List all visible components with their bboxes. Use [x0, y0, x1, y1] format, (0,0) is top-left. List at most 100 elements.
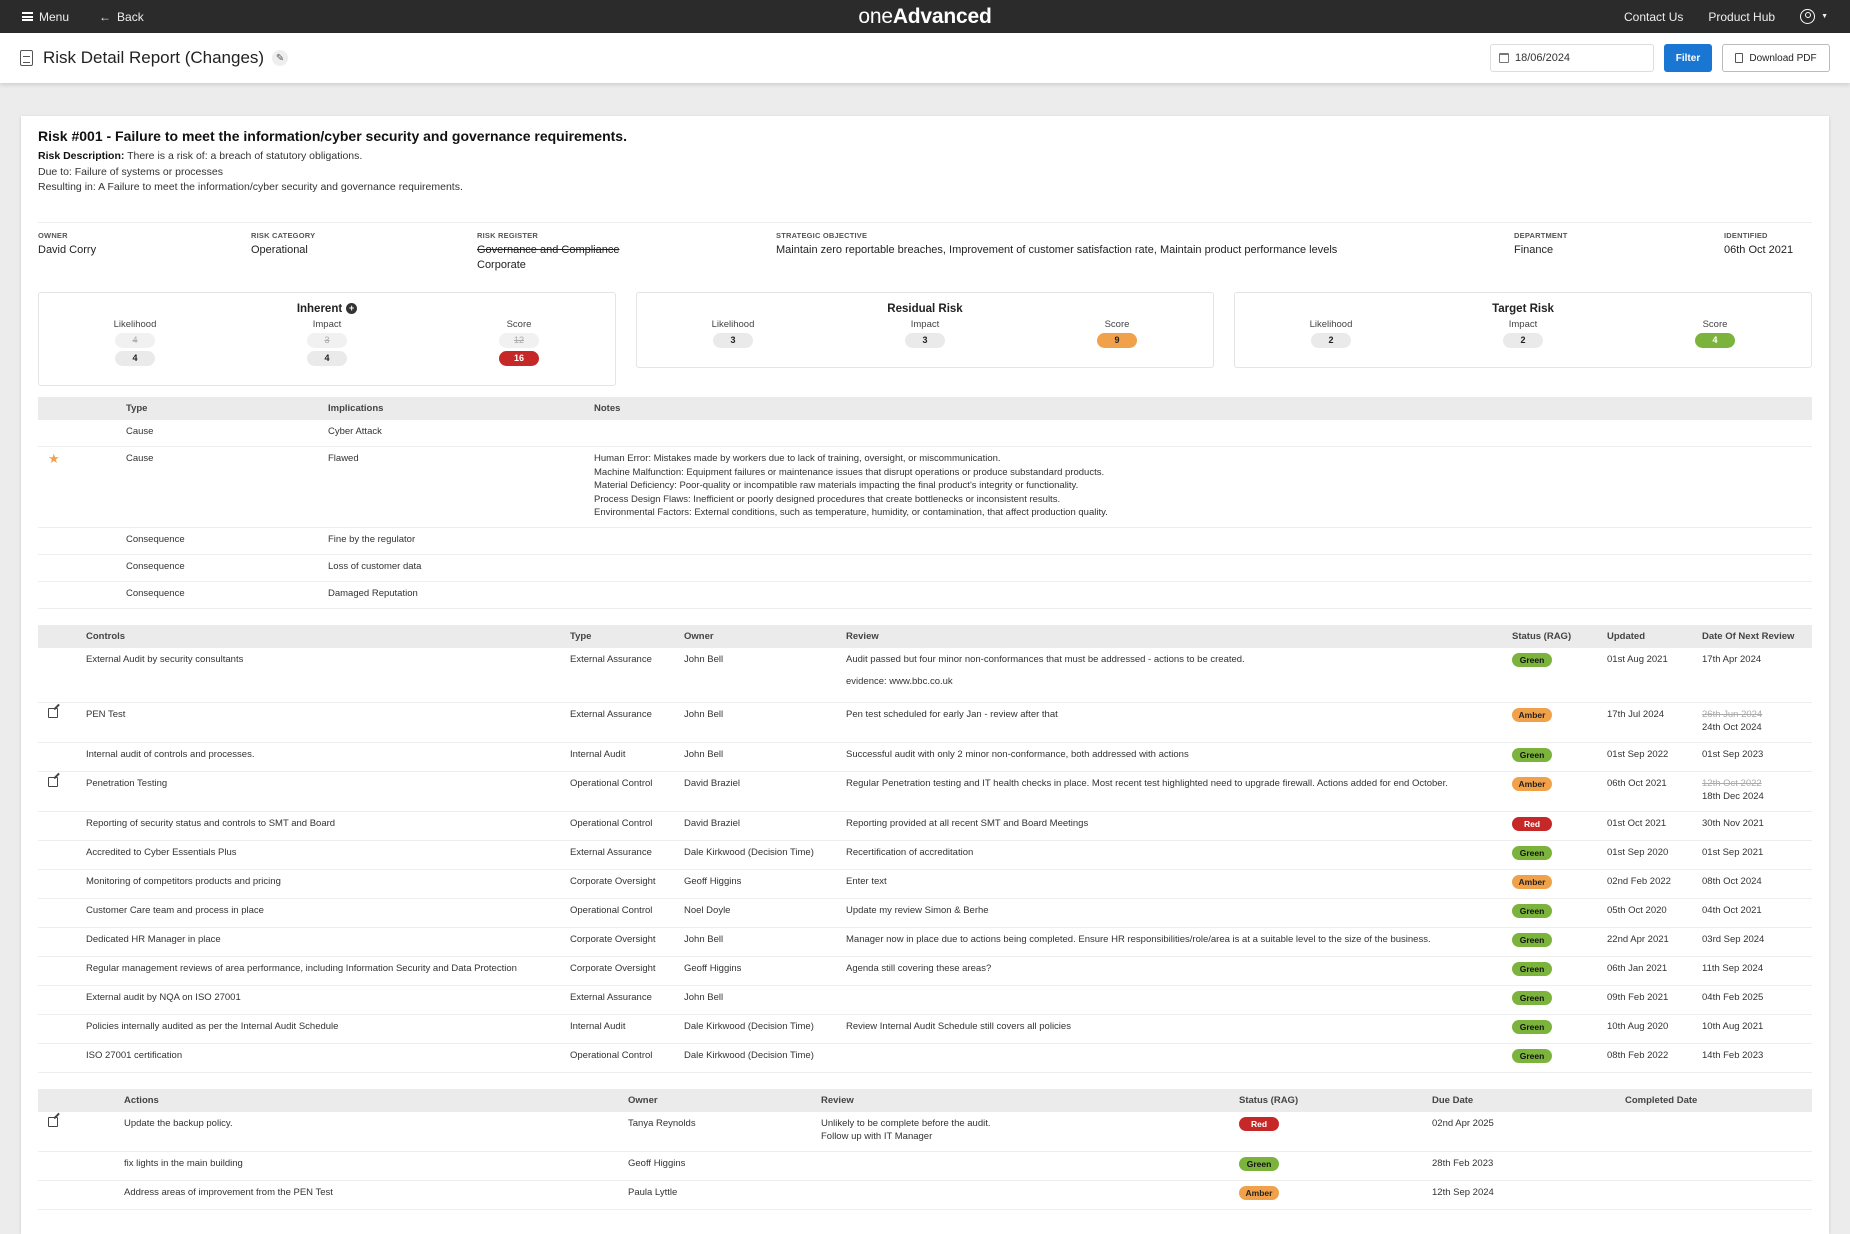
status-badge: Green: [1512, 903, 1552, 918]
control-next-review: 30th Nov 2021: [1702, 811, 1812, 841]
menu-label: Menu: [39, 9, 70, 24]
control-name: Monitoring of competitors products and p…: [86, 869, 570, 899]
download-pdf-button[interactable]: Download PDF: [1722, 44, 1830, 72]
control-owner: Dale Kirkwood (Decision Time): [684, 1014, 846, 1044]
control-name: External Audit by security consultants: [86, 648, 570, 703]
control-next-review: 11th Sep 2024: [1702, 956, 1812, 986]
strategic-objective-value: Maintain zero reportable breaches, Impro…: [776, 243, 1338, 256]
implication-type: Consequence: [126, 581, 328, 609]
column-header-status: Status (RAG): [1239, 1088, 1432, 1112]
document-icon: [20, 50, 33, 66]
top-bar: Menu ← Back oneAdvanced Contact Us Produ…: [0, 0, 1850, 33]
menu-button[interactable]: Menu: [22, 10, 69, 24]
contact-us-link[interactable]: Contact Us: [1624, 9, 1684, 24]
next-review-date: 17th Apr 2024: [1702, 654, 1762, 665]
status-badge: Green: [1512, 961, 1552, 976]
residual-impact: 3: [905, 332, 945, 348]
control-name: External audit by NQA on ISO 27001: [86, 985, 570, 1015]
edit-icon[interactable]: [48, 1116, 58, 1127]
implication-name: Cyber Attack: [328, 419, 594, 447]
expand-plus-icon[interactable]: +: [346, 303, 358, 314]
review-text: Audit passed but four minor non-conforma…: [846, 654, 1245, 665]
implication-name: Fine by the regulator: [328, 527, 594, 555]
inherent-likelihood: 4: [115, 350, 155, 366]
risk-description: Risk Description: There is a risk of: a …: [38, 149, 1812, 196]
control-type: External Assurance: [570, 648, 684, 703]
control-updated: 17th Jul 2024: [1607, 702, 1702, 743]
control-name: Reporting of security status and control…: [86, 811, 570, 841]
control-name: Customer Care team and process in place: [86, 898, 570, 928]
edit-icon[interactable]: [48, 707, 58, 718]
control-owner: John Bell: [684, 985, 846, 1015]
control-review: Audit passed but four minor non-conforma…: [846, 648, 1512, 703]
control-next-review: 10th Aug 2021: [1702, 1014, 1812, 1044]
action-owner: Geoff Higgins: [628, 1151, 821, 1181]
status-badge: Amber: [1239, 1186, 1279, 1200]
action-name: Update the backup policy.: [124, 1111, 628, 1152]
page-header: Risk Detail Report (Changes) ✎ 18/06/202…: [0, 33, 1850, 83]
control-type: Internal Audit: [570, 1014, 684, 1044]
review-text: Regular Penetration testing and IT healt…: [846, 777, 1448, 789]
control-type: Internal Audit: [570, 742, 684, 772]
control-owner: John Bell: [684, 927, 846, 957]
inherent-impact: 4: [307, 350, 347, 366]
column-header-owner: Owner: [684, 625, 846, 648]
column-header-implications: Implications: [328, 396, 594, 420]
control-owner: John Bell: [684, 742, 846, 772]
action-due-date: 02nd Apr 2025: [1432, 1111, 1625, 1152]
action-completed-date: [1625, 1151, 1812, 1181]
residual-likelihood: 3: [713, 332, 753, 348]
status-badge: Red: [1512, 816, 1552, 831]
control-updated: 01st Aug 2021: [1607, 648, 1702, 703]
filter-button[interactable]: Filter: [1664, 44, 1712, 72]
evidence-link[interactable]: evidence: www.bbc.co.uk: [846, 675, 953, 687]
review-line: Unlikely to be complete before the audit…: [821, 1117, 991, 1129]
old-next-review-date: 26th Jun 2024: [1702, 708, 1763, 720]
control-review: Successful audit with only 2 minor non-c…: [846, 742, 1512, 772]
strategic-objective-label: STRATEGIC OBJECTIVE: [776, 230, 868, 240]
control-type: Operational Control: [570, 1043, 684, 1073]
control-review: Manager now in place due to actions bein…: [846, 927, 1512, 957]
control-updated: 01st Oct 2021: [1607, 811, 1702, 841]
control-next-review: 08th Oct 2024: [1702, 869, 1812, 899]
control-owner: Geoff Higgins: [684, 869, 846, 899]
table-row: ★ Cause Flawed Human Error: Mistakes mad…: [38, 446, 1812, 528]
control-name: PEN Test: [86, 702, 570, 743]
target-likelihood: 2: [1311, 332, 1351, 348]
control-name: Regular management reviews of area perfo…: [86, 956, 570, 986]
department-value: Finance: [1514, 243, 1554, 256]
impact-label: Impact: [910, 318, 940, 330]
control-next-review: 04th Feb 2025: [1702, 985, 1812, 1015]
arrow-left-icon: ←: [99, 9, 112, 24]
risk-description-line: Resulting in: A Failure to meet the info…: [38, 181, 463, 193]
back-button[interactable]: ← Back: [99, 10, 144, 24]
next-review-date: 03rd Sep 2024: [1702, 933, 1765, 945]
risk-metadata: OWNER David Corry RISK CATEGORY Operatio…: [38, 221, 1812, 272]
likelihood-label: Likelihood: [1309, 318, 1353, 330]
user-menu-button[interactable]: ▼: [1800, 9, 1828, 24]
control-next-review: 14th Feb 2023: [1702, 1043, 1812, 1073]
control-review: Pen test scheduled for early Jan - revie…: [846, 702, 1512, 743]
action-name: fix lights in the main building: [124, 1151, 628, 1181]
owner-field: OWNER David Corry: [38, 231, 96, 258]
oneadvanced-logo[interactable]: oneAdvanced: [858, 4, 992, 28]
control-updated: 02nd Feb 2022: [1607, 869, 1702, 899]
product-hub-link[interactable]: Product Hub: [1708, 9, 1776, 24]
back-label: Back: [117, 9, 144, 24]
report-date-input[interactable]: 18/06/2024: [1490, 44, 1654, 72]
review-text: Recertification of accreditation: [846, 846, 974, 858]
status-badge: Green: [1512, 1048, 1552, 1063]
hamburger-icon: [22, 12, 33, 21]
status-badge: Green: [1512, 653, 1552, 667]
note-line: Material Deficiency: Poor-quality or inc…: [594, 480, 1079, 491]
control-name: ISO 27001 certification: [86, 1043, 570, 1073]
column-header-review: Review: [821, 1088, 1239, 1112]
control-owner: Dale Kirkwood (Decision Time): [684, 1043, 846, 1073]
edit-title-icon[interactable]: ✎: [272, 50, 289, 66]
next-review-date: 24th Oct 2024: [1702, 722, 1762, 733]
edit-icon[interactable]: [48, 776, 58, 787]
control-next-review: 01st Sep 2023: [1702, 742, 1812, 772]
impact-label: Impact: [312, 318, 342, 330]
review-text: Enter text: [846, 875, 887, 887]
table-row: PEN Test External Assurance John Bell Pen t…: [38, 702, 1812, 743]
